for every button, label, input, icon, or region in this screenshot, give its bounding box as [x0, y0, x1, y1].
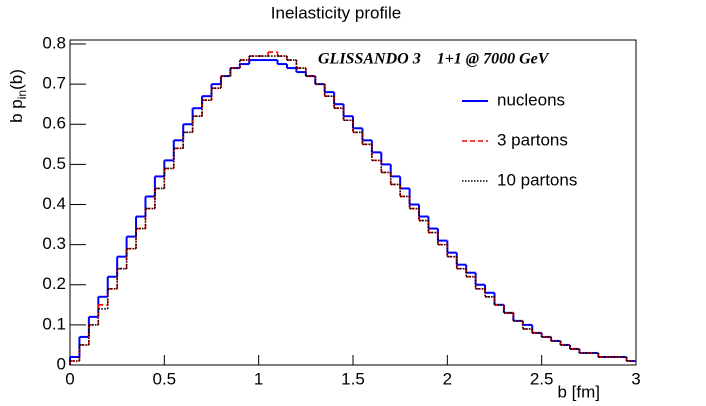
y-tick-label: 0.1 — [42, 314, 66, 333]
chart-title: Inelasticity profile — [271, 3, 401, 22]
y-label-tail: (b) — [7, 69, 26, 90]
x-tick-label: 1.5 — [341, 369, 365, 388]
legend-label: 10 partons — [497, 170, 577, 189]
legend-label: nucleons — [497, 90, 565, 109]
x-tick-label: 2.5 — [530, 369, 554, 388]
x-tick-label: 1 — [254, 369, 263, 388]
y-tick-label: 0.6 — [42, 114, 66, 133]
x-tick-label: 0 — [65, 369, 74, 388]
x-tick-label: 3 — [631, 369, 640, 388]
x-tick-label: 2 — [443, 369, 452, 388]
y-axis-label: b pin(b) — [7, 69, 29, 123]
x-tick-label: 0.5 — [153, 369, 177, 388]
x-axis-label: b [fm] — [557, 382, 600, 401]
legend-label: 3 partons — [497, 130, 568, 149]
y-tick-label: 0.4 — [42, 194, 66, 213]
y-label-main: b p — [7, 99, 26, 123]
annotation: GLISSANDO 3 1+1 @ 7000 GeV — [318, 51, 550, 68]
y-tick-label: 0.8 — [42, 33, 66, 52]
y-tick-label: 0.5 — [42, 154, 66, 173]
y-tick-label: 0 — [57, 354, 66, 373]
y-label-sub: in — [15, 90, 29, 99]
y-tick-label: 0.3 — [42, 234, 66, 253]
y-tick-label: 0.2 — [42, 274, 66, 293]
y-tick-label: 0.7 — [42, 74, 66, 93]
